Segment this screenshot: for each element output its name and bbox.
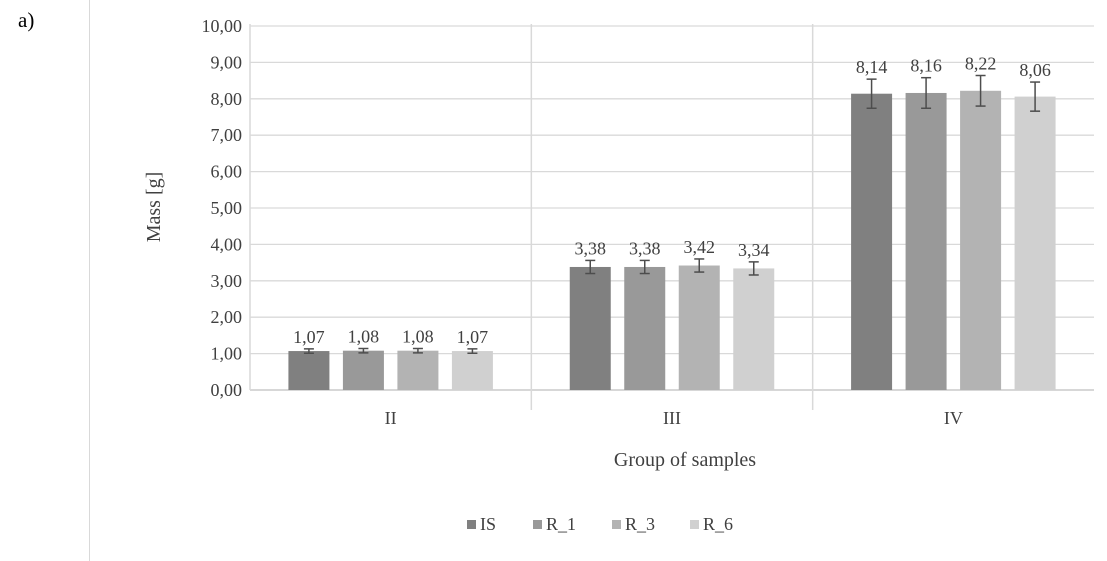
data-label: 1,07	[293, 327, 325, 347]
left-divider	[89, 0, 90, 561]
x-tick-labels: II III IV	[385, 408, 963, 428]
legend-swatch	[467, 520, 476, 529]
data-label: 3,38	[575, 238, 607, 258]
bar	[342, 350, 384, 390]
bar	[1014, 96, 1056, 390]
legend-label: R_1	[546, 514, 576, 534]
y-tick-label: 4,00	[211, 234, 243, 254]
panel-label: a)	[18, 8, 35, 32]
bar	[678, 265, 720, 390]
legend: IS R_1 R_3 R_6	[467, 514, 733, 534]
data-label: 3,42	[684, 237, 716, 257]
legend-item: R_1	[533, 514, 576, 534]
data-label: 3,34	[738, 240, 770, 260]
legend-label: IS	[480, 514, 496, 534]
x-axis-label: Group of samples	[614, 449, 756, 471]
y-tick-label: 3,00	[211, 271, 243, 291]
legend-label: R_6	[703, 514, 733, 534]
bar	[624, 266, 666, 390]
x-tick-label: II	[385, 408, 397, 428]
y-tick-label: 9,00	[211, 52, 243, 72]
bar	[569, 266, 611, 390]
y-axis-label: Mass [g]	[143, 172, 165, 243]
y-tick-label: 0,00	[211, 380, 243, 400]
y-tick-label: 1,00	[211, 344, 243, 364]
category-separators	[249, 24, 814, 410]
bar	[733, 268, 775, 390]
error-bars	[303, 74, 1041, 354]
data-label: 8,06	[1019, 60, 1051, 80]
bar	[288, 351, 330, 390]
bar	[397, 350, 439, 390]
y-tick-label: 2,00	[211, 307, 243, 327]
data-label: 3,38	[629, 238, 661, 258]
y-tick-label: 10,00	[202, 16, 243, 36]
legend-swatch	[612, 520, 621, 529]
data-label: 8,14	[856, 57, 888, 77]
legend-swatch	[533, 520, 542, 529]
data-label: 1,08	[402, 327, 434, 347]
legend-swatch	[690, 520, 699, 529]
bar	[851, 93, 893, 390]
y-tick-label: 6,00	[211, 162, 243, 182]
data-label: 1,08	[348, 327, 380, 347]
legend-item: IS	[467, 514, 496, 534]
y-tick-label: 7,00	[211, 125, 243, 145]
legend-item: R_6	[690, 514, 733, 534]
x-tick-label: III	[663, 408, 681, 428]
bars	[288, 90, 1056, 391]
y-tick-label: 8,00	[211, 89, 243, 109]
data-label: 1,07	[457, 327, 489, 347]
legend-label: R_3	[625, 514, 655, 534]
y-tick-label: 5,00	[211, 198, 243, 218]
bar	[905, 92, 947, 390]
data-label: 8,16	[910, 56, 942, 76]
x-tick-label: IV	[944, 408, 963, 428]
data-labels: 1,07 1,08 1,08 1,07 3,38 3,38 3,42 3,34 8,14 8,16…	[293, 54, 1051, 347]
y-tick-labels: 0,00 1,00 2,00 3,00 4,00 5,00 6,00 7,00 8,00 9,00…	[202, 16, 243, 400]
data-label: 8,22	[965, 54, 997, 74]
grid-lines	[250, 25, 1094, 391]
bar	[451, 351, 493, 390]
legend-item: R_3	[612, 514, 655, 534]
bar	[960, 90, 1002, 391]
